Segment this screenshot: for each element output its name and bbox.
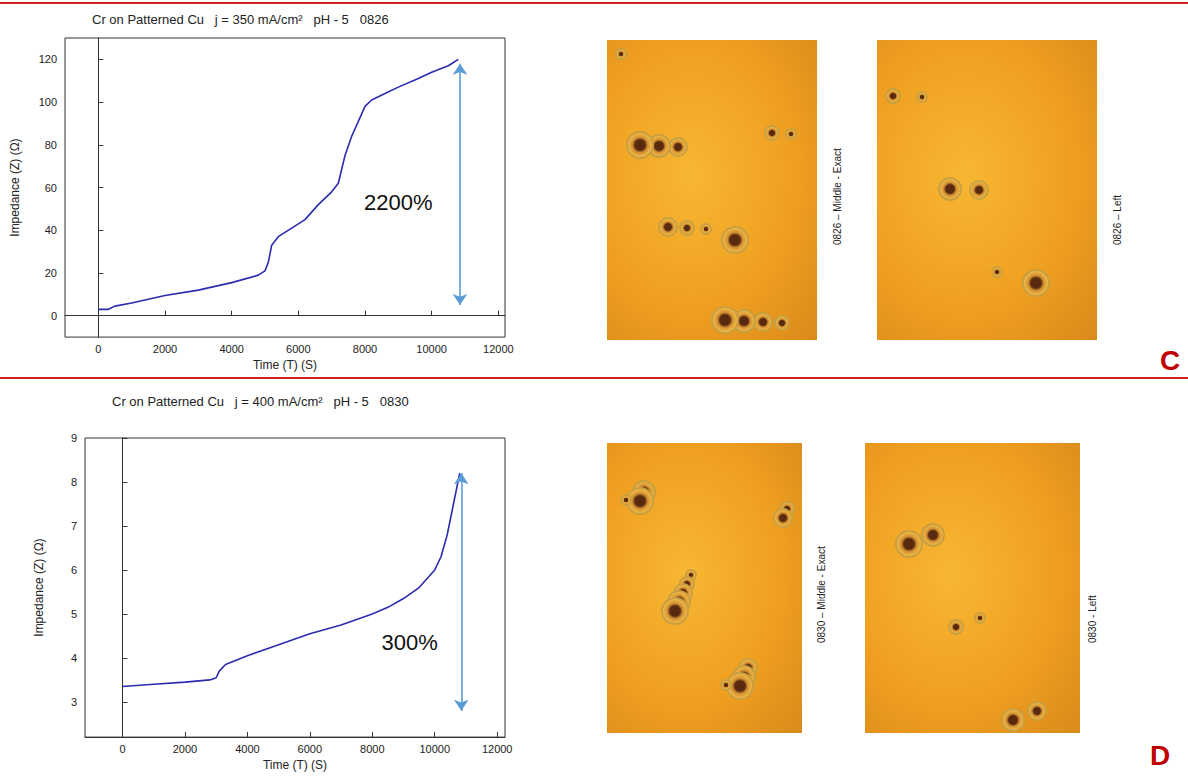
svg-text:3: 3 — [71, 696, 77, 708]
html-text:D: D — [1150, 740, 1171, 771]
svg-text:Cr on Patterned Cu j = 350 m: Cr on Patterned Cu j = 350 mA/cm² pH - 5… — [92, 12, 389, 27]
svg-text:300%: 300% — [382, 630, 438, 655]
svg-text:10000: 10000 — [416, 343, 447, 355]
svg-text:0: 0 — [51, 310, 57, 322]
svg-text:0: 0 — [95, 343, 101, 355]
html-text:0830 - Left: 0830 - Left — [1087, 595, 1098, 643]
html-text:0830 – Middle - Exact: 0830 – Middle - Exact — [816, 546, 827, 643]
svg-text:0: 0 — [119, 743, 125, 755]
svg-text:Impedance (Z) (Ω): Impedance (Z) (Ω) — [32, 538, 46, 636]
svg-text:2000: 2000 — [173, 743, 197, 755]
svg-text:12000: 12000 — [482, 743, 513, 755]
svg-text:40: 40 — [45, 224, 57, 236]
svg-text:4000: 4000 — [235, 743, 259, 755]
svg-text:60: 60 — [45, 182, 57, 194]
svg-text:100: 100 — [39, 96, 57, 108]
html-text:0826 – Left: 0826 – Left — [1112, 195, 1123, 245]
html-text:0826 – Middle - Exact: 0826 – Middle - Exact — [832, 148, 843, 245]
svg-text:6000: 6000 — [286, 343, 310, 355]
html-text:C: C — [1160, 345, 1181, 376]
svg-text:4000: 4000 — [219, 343, 243, 355]
svg-text:5: 5 — [71, 608, 77, 620]
svg-text:Time (T) (S): Time (T) (S) — [263, 758, 327, 772]
svg-text:6000: 6000 — [298, 743, 322, 755]
svg-text:8000: 8000 — [360, 743, 384, 755]
svg-text:12000: 12000 — [483, 343, 514, 355]
svg-text:Time (T) (S): Time (T) (S) — [253, 358, 317, 372]
svg-text:Impedance (Z) (Ω): Impedance (Z) (Ω) — [8, 138, 22, 236]
svg-text:80: 80 — [45, 139, 57, 151]
svg-text:9: 9 — [71, 432, 77, 444]
svg-text:6: 6 — [71, 564, 77, 576]
svg-text:120: 120 — [39, 53, 57, 65]
svg-text:2000: 2000 — [153, 343, 177, 355]
svg-text:7: 7 — [71, 520, 77, 532]
svg-text:10000: 10000 — [419, 743, 450, 755]
svg-text:Cr on Patterned Cu j = 400 m: Cr on Patterned Cu j = 400 mA/cm² pH - 5… — [112, 394, 409, 409]
svg-text:2200%: 2200% — [364, 190, 433, 215]
svg-text:8000: 8000 — [353, 343, 377, 355]
svg-text:4: 4 — [71, 652, 77, 664]
svg-text:20: 20 — [45, 267, 57, 279]
svg-text:8: 8 — [71, 476, 77, 488]
